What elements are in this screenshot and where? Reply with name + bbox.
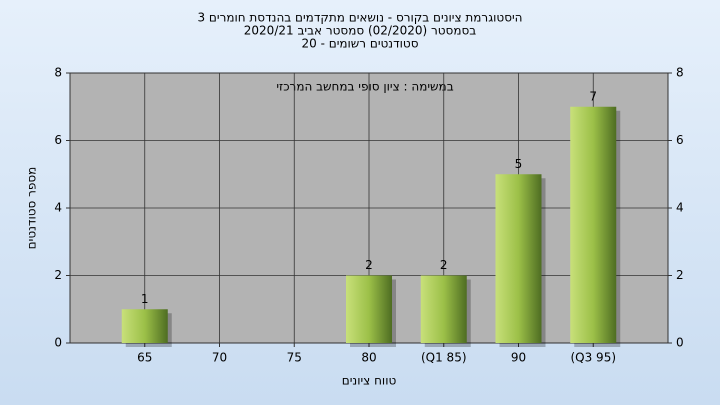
y-axis-label: מספר סטודנטים <box>25 167 39 250</box>
y2-tick-label: 4 <box>676 201 684 215</box>
x-tick-label: 90 <box>511 351 526 365</box>
x-tick-label: (Q1 85) <box>421 351 467 365</box>
x-tick-label: (Q3 95) <box>570 351 616 365</box>
data-label: 1 <box>141 292 149 306</box>
data-label: 5 <box>515 157 523 171</box>
x-tick-label: 65 <box>137 351 152 365</box>
bar <box>346 275 392 343</box>
data-label: 7 <box>589 89 597 103</box>
y-tick-label: 6 <box>54 133 62 147</box>
y-tick-label: 8 <box>54 66 62 80</box>
y-tick-label: 4 <box>54 201 62 215</box>
data-label: 2 <box>365 258 373 272</box>
bar <box>495 174 542 343</box>
title-line: היסטוגרמת ציונים בקורס - נושאים מתקדמים … <box>197 11 522 25</box>
bar <box>570 106 617 343</box>
x-tick-label: 70 <box>212 351 227 365</box>
bar <box>420 275 467 343</box>
y2-tick-label: 0 <box>676 336 684 350</box>
x-axis-label: טווח ציונים <box>342 374 397 388</box>
title-line: סטודנטים רשומים - 20 <box>301 37 418 51</box>
y-tick-label: 2 <box>54 268 62 282</box>
y-tick-label: 0 <box>54 336 62 350</box>
bar <box>121 309 168 343</box>
x-tick-label: 75 <box>287 351 302 365</box>
annotation: במשימה : ציון סופי במחשב המרכזי <box>276 80 453 94</box>
title-line: בסמסטר (02/2020) סמסטר אביב 2020/21 <box>244 24 476 38</box>
data-label: 2 <box>440 258 448 272</box>
y2-tick-label: 8 <box>676 66 684 80</box>
y2-tick-label: 2 <box>676 268 684 282</box>
y2-tick-label: 6 <box>676 133 684 147</box>
x-tick-label: 80 <box>361 351 376 365</box>
